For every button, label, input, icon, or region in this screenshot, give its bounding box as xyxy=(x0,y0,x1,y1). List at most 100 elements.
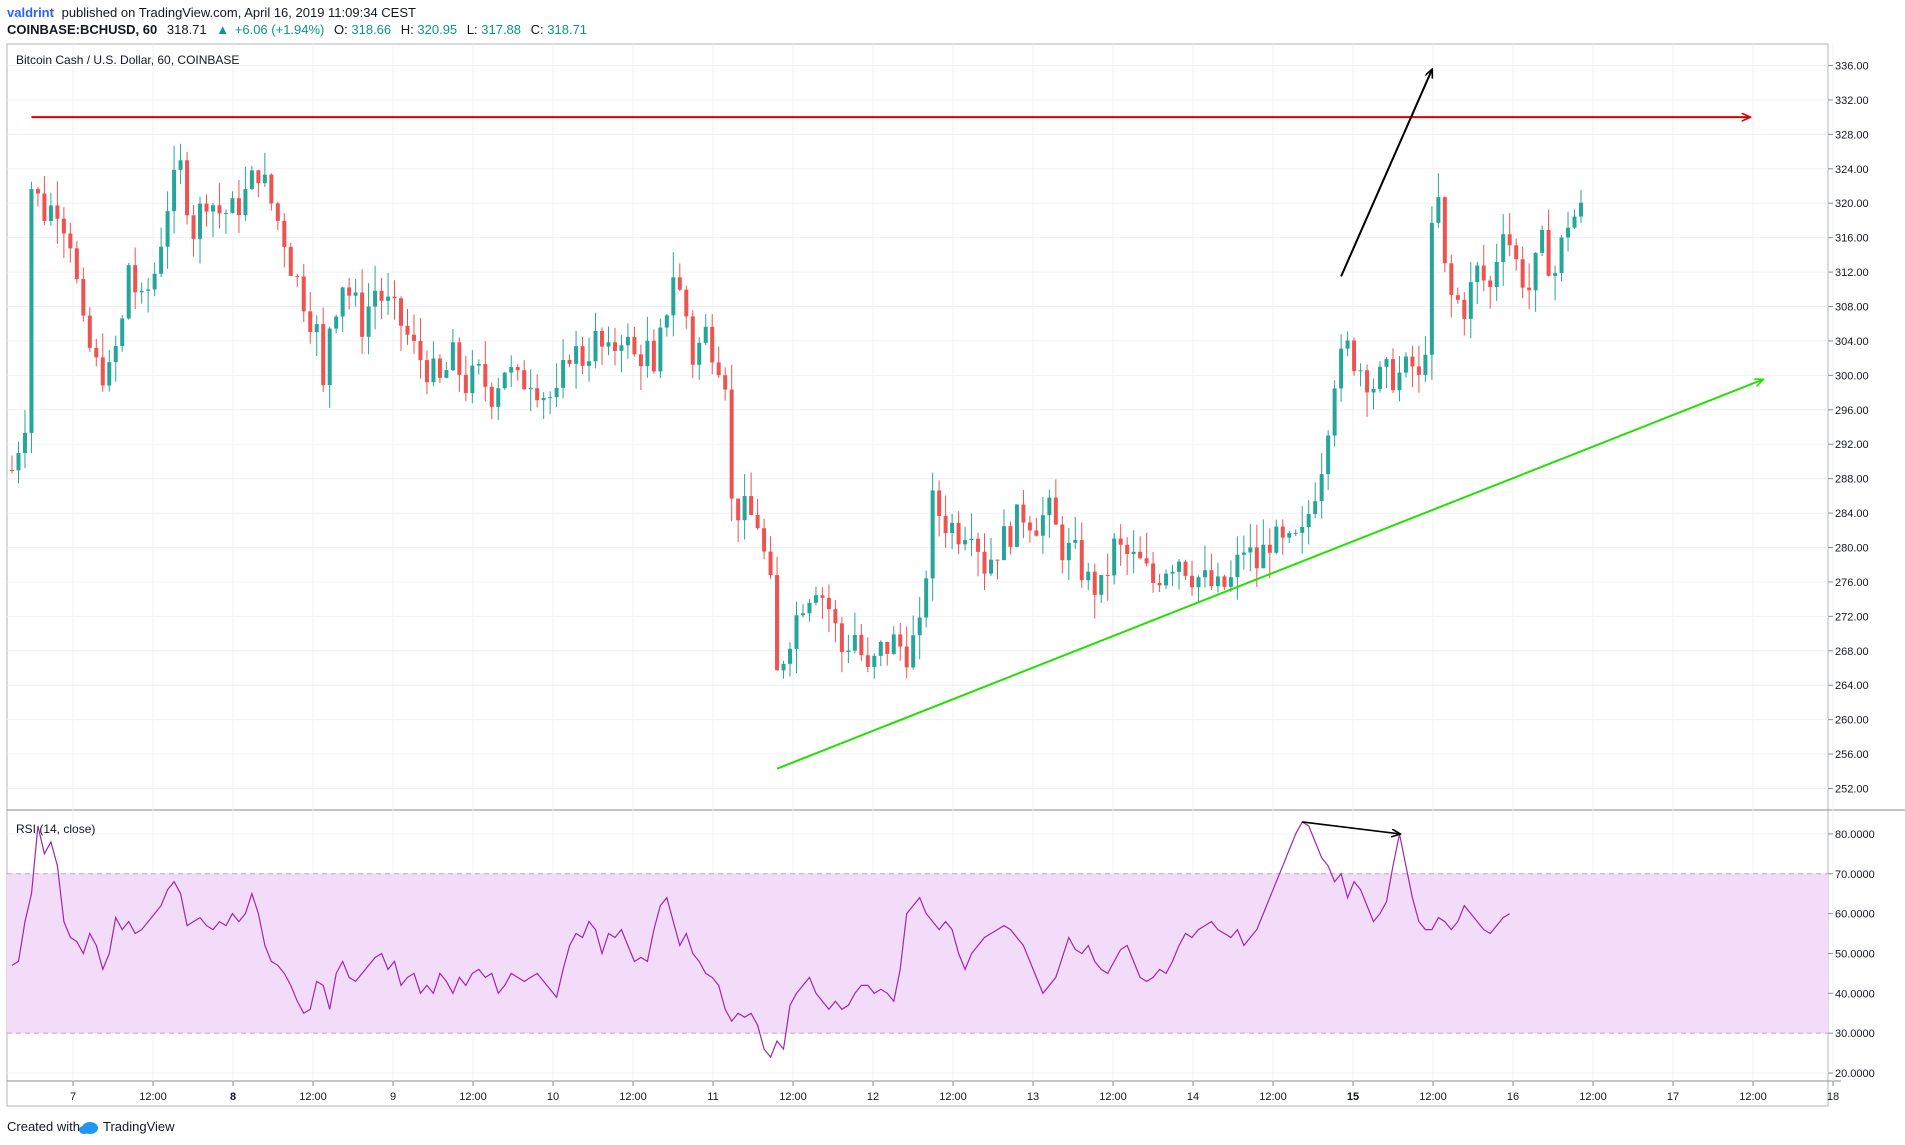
candle xyxy=(152,262,157,297)
drawings-group xyxy=(31,70,1762,770)
candle xyxy=(42,176,47,226)
candle xyxy=(833,599,838,643)
time-tick-label: 12:00 xyxy=(1419,1091,1447,1103)
candle xyxy=(107,349,112,392)
candle-body xyxy=(373,290,378,307)
candle xyxy=(334,314,339,334)
candle-body xyxy=(1403,356,1408,373)
candle xyxy=(431,341,436,387)
candle xyxy=(950,513,955,550)
rsi-band xyxy=(7,873,1828,1034)
candle-body xyxy=(1034,530,1039,536)
candle xyxy=(989,537,994,577)
candle xyxy=(262,152,267,187)
candles-group xyxy=(10,143,1583,679)
candle xyxy=(1099,574,1104,603)
candle xyxy=(1040,496,1045,554)
candle xyxy=(645,316,650,378)
candle xyxy=(68,222,73,263)
time-tick-label: 8 xyxy=(230,1091,236,1103)
candle xyxy=(1177,558,1182,590)
candle xyxy=(1365,364,1370,417)
time-tick-label: 14 xyxy=(1187,1091,1199,1103)
candle-body xyxy=(1008,526,1013,547)
candle xyxy=(729,364,734,522)
candle xyxy=(807,598,812,622)
candle-body xyxy=(1566,227,1571,238)
candle xyxy=(749,472,754,516)
candle xyxy=(269,173,274,211)
candle-body xyxy=(839,623,844,652)
candle-body xyxy=(334,316,339,329)
candle xyxy=(1397,356,1402,402)
candle-body xyxy=(386,296,391,301)
candle xyxy=(1300,506,1305,554)
candle xyxy=(1358,363,1363,387)
candle-body xyxy=(1319,474,1324,502)
candle-body xyxy=(684,289,689,317)
candle xyxy=(1546,209,1551,277)
candle-body xyxy=(10,470,14,472)
candle xyxy=(658,318,663,378)
candle xyxy=(55,181,60,244)
candle xyxy=(924,570,929,628)
candle-body xyxy=(788,648,793,664)
candle xyxy=(476,359,481,375)
candle-body xyxy=(1066,542,1071,561)
candle xyxy=(353,278,358,307)
price-tick-label: 276.00 xyxy=(1835,577,1869,589)
candle xyxy=(1125,537,1130,575)
candle-body xyxy=(256,170,261,184)
candle-body xyxy=(1170,571,1175,574)
candle-body xyxy=(1397,372,1402,391)
candle xyxy=(1047,489,1052,538)
candle-body xyxy=(457,342,462,375)
time-tick-label: 12:00 xyxy=(1099,1091,1127,1103)
candle xyxy=(159,227,164,278)
candle-body xyxy=(781,663,786,671)
candle xyxy=(1021,489,1026,539)
candle-body xyxy=(1572,216,1577,228)
candle-body xyxy=(424,360,429,383)
candle xyxy=(1403,352,1408,378)
candle xyxy=(1306,500,1311,545)
rsi-drawings-group xyxy=(1302,821,1399,834)
candle xyxy=(327,326,332,408)
candle-body xyxy=(1449,263,1454,296)
candle-body xyxy=(1416,366,1421,375)
candle xyxy=(788,642,793,677)
candle-body xyxy=(800,613,805,616)
candle xyxy=(113,335,118,382)
price-tick-label: 280.00 xyxy=(1835,542,1869,554)
candle xyxy=(1267,528,1272,579)
candle-body xyxy=(1358,370,1363,372)
candle xyxy=(392,280,397,320)
candle xyxy=(872,653,877,679)
price-tick-label: 252.00 xyxy=(1835,783,1869,795)
candle-body xyxy=(1274,526,1279,553)
candle-body xyxy=(658,327,663,372)
candle xyxy=(340,286,345,333)
time-axis-ticks: 7 12:00 8 12:00 9 12:00 10 12:00 11 12:00 12 12:00 1… xyxy=(70,1081,1839,1103)
candle-body xyxy=(431,358,436,383)
candle-body xyxy=(159,246,164,274)
footer-brand[interactable]: TradingView xyxy=(103,1119,175,1134)
close-value: 318.71 xyxy=(547,22,587,37)
price-tick-label: 332.00 xyxy=(1835,95,1869,107)
candle-body xyxy=(1501,234,1506,263)
candle xyxy=(1507,212,1512,257)
candle xyxy=(781,660,786,679)
candle-body xyxy=(554,387,559,398)
candle xyxy=(982,533,987,591)
candle-body xyxy=(450,342,455,371)
candle xyxy=(502,371,507,390)
candle xyxy=(1378,361,1383,393)
candle xyxy=(230,191,235,214)
candle xyxy=(1313,482,1318,519)
last-price: 318.71 xyxy=(167,22,207,37)
low-value: 317.88 xyxy=(481,22,521,37)
candle-body xyxy=(55,205,60,219)
candle-body xyxy=(1183,561,1188,576)
candle xyxy=(256,169,261,198)
candle-body xyxy=(1540,229,1545,253)
